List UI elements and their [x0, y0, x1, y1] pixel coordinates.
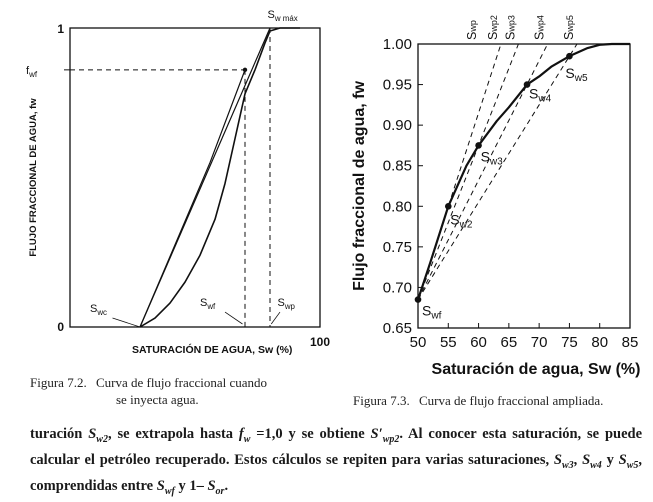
left-y-tick-label: 0 [57, 320, 64, 334]
right-y-tick-label: 0.70 [383, 279, 412, 296]
right-caption-line-1: Curva de flujo fraccional ampliada. [418, 393, 604, 408]
left-annotation-swc-leader [112, 317, 141, 328]
right-x-tick-label: 55 [440, 334, 457, 351]
paragraph-symbol: S [88, 426, 97, 442]
left-chart: 0 1 100 fwf Swc Swf Swp Sw máx SATURACIÓN DE AGU… [26, 9, 330, 356]
left-figure-caption: Figura 7.2. Curva de flujo fraccional cu… [30, 374, 340, 408]
left-plot-frame [69, 27, 321, 328]
paragraph-subscript: wp2 [382, 433, 400, 445]
right-point-label: Sw3 [481, 148, 504, 167]
left-annotation-swp-leader [270, 311, 281, 325]
right-y-tick-label: 0.95 [383, 77, 412, 94]
paragraph-text: y 1– [174, 477, 208, 494]
right-y-tick-label: 0.75 [383, 239, 412, 256]
paragraph-symbol: S [618, 451, 627, 468]
right-x-axis-title: Saturación de agua, Sw (%) [432, 361, 641, 378]
body-paragraph: turación Sw2, se extrapola hasta fw =1,0… [30, 424, 642, 502]
paragraph-subscript: w2 [96, 433, 108, 445]
paragraph-symbol: S [207, 477, 216, 494]
right-tangent-line [417, 43, 519, 300]
right-y-tick-label: 0.80 [383, 198, 412, 215]
paragraph-symbol: f [238, 426, 244, 442]
right-y-tick-label: 0.65 [383, 320, 412, 337]
left-caption-label: Figura 7.2. [30, 375, 87, 390]
left-tangent-point [242, 67, 248, 73]
left-annotation-swc: Swc [90, 303, 107, 317]
right-point-label: Sw4 [529, 86, 552, 105]
right-x-tick-label: 50 [410, 334, 427, 351]
right-chart: 50 55 60 65 70 75 80 85 0.65 0.70 0.75 0.80 0.85 0.90… [351, 15, 641, 378]
left-annotation-swp: Swp [278, 297, 296, 311]
left-annotation-swmax: Sw máx [268, 9, 298, 23]
left-x-axis-title: SATURACIÓN DE AGUA, Sw (%) [132, 343, 292, 356]
right-data-point [566, 52, 573, 60]
paragraph-text: , se extrapola hasta [107, 426, 239, 442]
paragraph-subscript: wf [164, 485, 175, 497]
right-tangent-label: Swp2 [486, 15, 500, 40]
right-plot-frame [417, 43, 631, 329]
right-y-axis-title: Flujo fraccional de agua, fw [351, 81, 368, 291]
paragraph-subscript: w5 [626, 459, 639, 471]
right-data-point [523, 81, 531, 88]
right-point-label: Swf [422, 303, 442, 322]
paragraph-symbol: S′ [370, 426, 383, 442]
left-fractional-flow-curve [139, 69, 256, 328]
right-tangent-label: Swp3 [503, 15, 517, 40]
right-tangent-line [417, 43, 578, 300]
paragraph-symbol: S [156, 477, 165, 494]
paragraph-subscript: w4 [590, 459, 602, 471]
left-fractional-flow-top [254, 27, 300, 71]
paragraph-text: y [601, 451, 619, 468]
right-y-tick-label: 0.90 [383, 117, 412, 134]
right-tangent-label: Swp [465, 20, 479, 40]
right-caption-label: Figura 7.3. [353, 393, 410, 408]
left-annotation-swf-leader [224, 311, 243, 325]
paragraph-text: . Al conocer esta saturación, se puede c… [30, 426, 643, 468]
right-y-tick-label: 0.85 [383, 158, 412, 175]
right-x-tick-label: 60 [470, 334, 487, 351]
paragraph-symbol: S [582, 451, 591, 468]
right-point-label: Sw5 [565, 65, 588, 84]
paragraph-text: , [573, 451, 583, 468]
right-tangent-label: Swp4 [533, 15, 547, 40]
paragraph-symbol: S [553, 451, 562, 468]
paragraph-text: turación [30, 426, 89, 442]
right-point-label: Sw2 [450, 211, 473, 230]
left-x-tick-label: 100 [310, 335, 330, 349]
left-y-mark-label: fwf [26, 65, 38, 79]
left-caption-line-2: se inyecta agua. [116, 392, 199, 407]
right-fractional-flow-curve [416, 42, 630, 300]
left-inner-curve [139, 69, 246, 328]
right-figure-caption: Figura 7.3. Curva de flujo fraccional am… [353, 392, 648, 409]
right-tangent-label: Swp5 [562, 15, 576, 40]
right-y-tick-label: 1.00 [383, 36, 412, 53]
left-y-tick-label: 1 [57, 22, 64, 36]
left-caption-line-1: Curva de flujo fraccional cuando [95, 375, 268, 390]
right-data-point [414, 296, 422, 303]
paragraph-subscript: w3 [561, 459, 574, 471]
left-y-axis-title: FLUJO FRACCIONAL DE AGUA, fw [28, 98, 39, 257]
paragraph-subscript: w [243, 433, 251, 445]
right-x-tick-label: 70 [531, 334, 548, 351]
right-x-tick-label: 75 [561, 334, 578, 351]
right-x-tick-label: 85 [622, 334, 639, 351]
right-data-point [444, 202, 452, 210]
paragraph-text: . [224, 477, 229, 494]
left-annotation-swf: Swf [200, 297, 216, 311]
right-x-tick-label: 65 [501, 334, 518, 351]
right-data-point [475, 142, 482, 149]
paragraph-text: =1,0 y se obtiene [250, 426, 371, 442]
right-x-tick-label: 80 [591, 334, 608, 351]
